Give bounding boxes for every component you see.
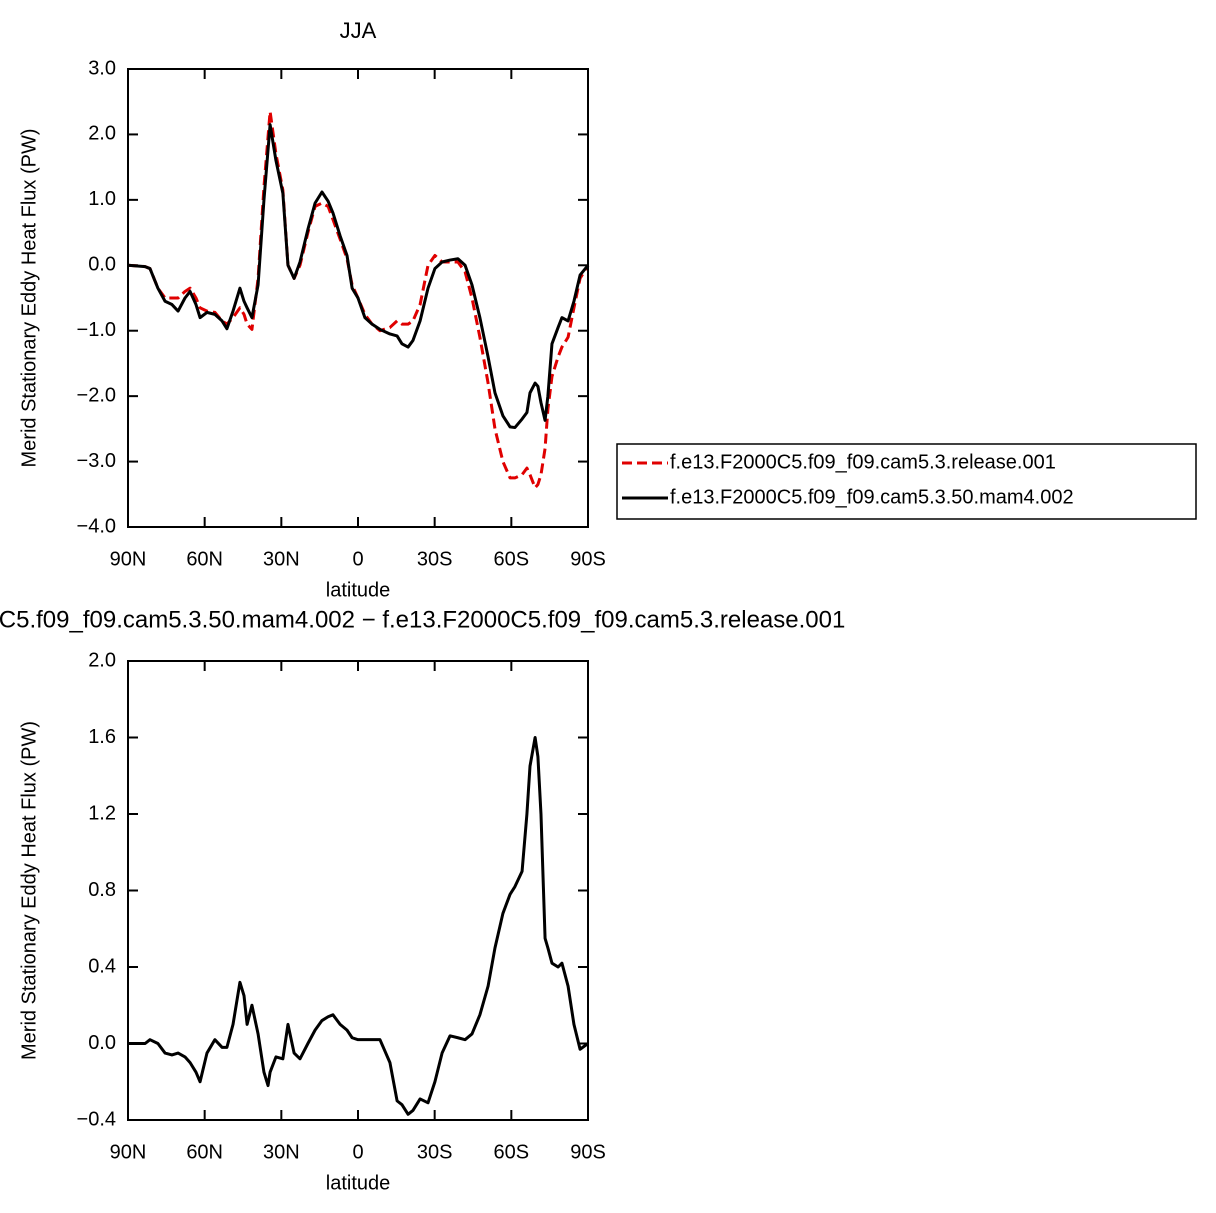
y-tick-label: 1.6 [88,726,116,748]
y-tick-label: −1.0 [77,319,116,341]
y-tick-label: 1.2 [88,802,116,824]
x-tick-label: 30S [417,1141,453,1163]
data-line [128,736,589,1116]
chart-title: JJA [340,18,377,43]
x-tick-label: 60N [186,1141,223,1163]
y-tick-label: 1.0 [88,188,116,210]
plot-frame [127,660,589,1121]
x-tick-label: 30S [417,548,453,570]
x-tick-label: 30N [263,548,300,570]
legend-label: f.e13.F2000C5.f09_f09.cam5.3.release.001 [670,451,1056,473]
y-axis-label: Merid Stationary Eddy Heat Flux (PW) [18,721,40,1060]
y-tick-label: −3.0 [77,450,116,472]
y-axis-label: Merid Stationary Eddy Heat Flux (PW) [18,129,40,468]
x-tick-label: 90N [110,1141,147,1163]
x-axis-label: latitude [326,579,391,601]
y-tick-label: 0.8 [88,879,116,901]
y-tick-label: 0.0 [88,254,116,276]
y-tick-label: 0.0 [88,1032,116,1054]
y-tick-label: −4.0 [77,515,116,537]
x-tick-label: 90S [570,548,606,570]
plot-frame [127,68,589,528]
legend-label: f.e13.F2000C5.f09_f09.cam5.3.50.mam4.002 [670,486,1074,508]
x-tick-label: 60N [186,548,223,570]
y-tick-label: 0.4 [88,955,116,977]
x-axis-label: latitude [326,1172,391,1194]
x-tick-label: 90N [110,548,147,570]
y-tick-label: 3.0 [88,57,116,79]
x-tick-label: 0 [352,1141,363,1163]
x-tick-label: 30N [263,1141,300,1163]
x-tick-label: 90S [570,1141,606,1163]
x-tick-label: 60S [494,1141,530,1163]
x-tick-label: 60S [494,548,530,570]
y-tick-label: 2.0 [88,649,116,671]
y-tick-label: −2.0 [77,384,116,406]
y-tick-label: 2.0 [88,123,116,145]
legend-box [616,443,1197,520]
chart-title: f.e13.F2000C5.f09_f09.cam5.3.50.mam4.002… [0,606,845,633]
y-tick-label: −0.4 [77,1108,116,1130]
x-tick-label: 0 [352,548,363,570]
data-line [127,123,590,430]
